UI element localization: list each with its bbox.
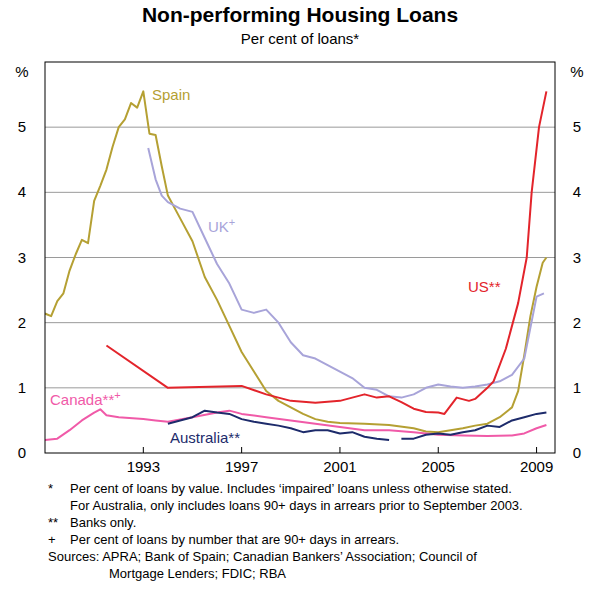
grid-line xyxy=(45,127,555,128)
series-line xyxy=(45,409,546,440)
note-mark: * xyxy=(48,481,53,496)
note-text: Per cent of loans by number that are 90+… xyxy=(70,532,399,547)
series-label: Spain xyxy=(152,86,190,103)
y-tick-label: 4 xyxy=(573,183,581,200)
x-tick xyxy=(438,447,439,453)
x-tick-label: 2009 xyxy=(520,458,553,475)
y-tick-label: 1 xyxy=(573,379,581,396)
plot-lines xyxy=(45,91,546,440)
y-tick-label: 0 xyxy=(573,444,581,461)
x-tick xyxy=(339,447,340,453)
note-text: Per cent of loans by value. Includes ‘im… xyxy=(70,481,512,496)
x-tick-label: 1993 xyxy=(127,458,160,475)
y-tick-label: 3 xyxy=(573,249,581,266)
note-text: For Australia, only includes loans 90+ d… xyxy=(70,498,523,513)
series-label: UK+ xyxy=(208,216,235,235)
y-tick-label: 5 xyxy=(18,118,26,135)
series-label-main: UK xyxy=(208,218,229,235)
series-label-sup: + xyxy=(229,216,235,228)
x-tick xyxy=(536,447,537,453)
series-line xyxy=(45,91,546,432)
grid-line xyxy=(45,387,555,388)
series-line xyxy=(148,148,544,398)
y-tick-label: 1 xyxy=(18,379,26,396)
grid-line xyxy=(45,192,555,193)
y-tick-label: 4 xyxy=(18,183,26,200)
sources: Mortgage Lenders; FDIC; RBA xyxy=(109,566,286,581)
plot-frame xyxy=(45,62,555,453)
x-tick-label: 1997 xyxy=(225,458,258,475)
note-text: Banks only. xyxy=(70,515,136,530)
y-label: % xyxy=(15,63,28,80)
y-tick-label: 0 xyxy=(18,444,26,461)
grid-line xyxy=(45,257,555,258)
y-tick-label: 2 xyxy=(573,314,581,331)
series-line xyxy=(106,91,546,414)
series-label-sup: + xyxy=(114,389,120,401)
grid-line xyxy=(45,322,555,323)
note-mark: + xyxy=(48,532,56,547)
y-label: % xyxy=(570,63,583,80)
series-label-main: Canada** xyxy=(50,391,114,408)
x-tick-label: 2005 xyxy=(422,458,455,475)
chart: Non-performing Housing Loans Per cent of … xyxy=(0,0,600,599)
series-label: Australia** xyxy=(170,429,240,446)
series-label: US** xyxy=(468,278,501,295)
x-tick xyxy=(143,447,144,453)
subtitle: Per cent of loans* xyxy=(241,30,360,47)
y-tick-label: 3 xyxy=(18,249,26,266)
y-tick-label: 2 xyxy=(18,314,26,331)
series-label: Canada**+ xyxy=(50,389,121,408)
title: Non-performing Housing Loans xyxy=(142,3,458,26)
x-tick-label: 2001 xyxy=(323,458,356,475)
note-mark: ** xyxy=(48,515,58,530)
x-tick xyxy=(241,447,242,453)
y-tick-label: 5 xyxy=(573,118,581,135)
sources: Sources: APRA; Bank of Spain; Canadian B… xyxy=(48,549,477,564)
